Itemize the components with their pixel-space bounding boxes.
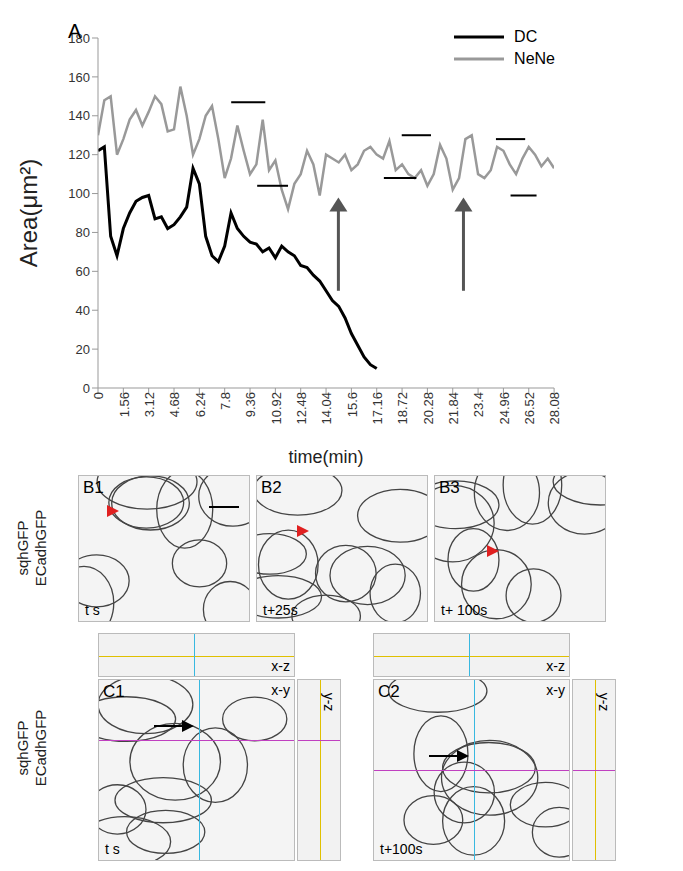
svg-text:1.56: 1.56 [117,392,132,417]
svg-text:sqhGFP: sqhGFP [14,720,31,775]
svg-text:100: 100 [68,186,90,201]
svg-text:60: 60 [76,264,90,279]
svg-text:9.36: 9.36 [243,392,258,417]
svg-text:21.84: 21.84 [446,392,461,425]
svg-text:40: 40 [76,303,90,318]
svg-text:180: 180 [68,31,90,46]
svg-text:4.68: 4.68 [167,392,182,417]
svg-text:y-z: y-z [596,693,612,712]
svg-text:0: 0 [91,392,106,399]
svg-text:26.52: 26.52 [522,392,537,425]
svg-text:120: 120 [68,147,90,162]
svg-text:6.24: 6.24 [193,392,208,417]
svg-text:14.04: 14.04 [319,392,334,425]
svg-text:80: 80 [76,225,90,240]
svg-text:140: 140 [68,108,90,123]
svg-text:20: 20 [76,342,90,357]
svg-text:20.28: 20.28 [421,392,436,425]
svg-text:sqhGFP: sqhGFP [14,520,31,575]
svg-text:24.96: 24.96 [497,392,512,425]
svg-text:23.4: 23.4 [471,392,486,417]
svg-text:10.92: 10.92 [269,392,284,425]
svg-text:12.48: 12.48 [294,392,309,425]
svg-text:Area(μm²): Area(μm²) [15,159,42,268]
svg-text:ECadhGFP: ECadhGFP [32,710,49,787]
svg-text:3.12: 3.12 [142,392,157,417]
svg-text:28.08: 28.08 [547,392,562,425]
svg-text:18.72: 18.72 [395,392,410,425]
svg-text:17.16: 17.16 [370,392,385,425]
svg-text:15.6: 15.6 [345,392,360,417]
svg-text:7.8: 7.8 [218,392,233,410]
svg-text:0: 0 [83,381,90,396]
svg-text:time(min): time(min) [289,447,364,467]
svg-text:160: 160 [68,70,90,85]
svg-text:ECadhGFP: ECadhGFP [32,510,49,587]
svg-text:y-z: y-z [321,693,337,712]
